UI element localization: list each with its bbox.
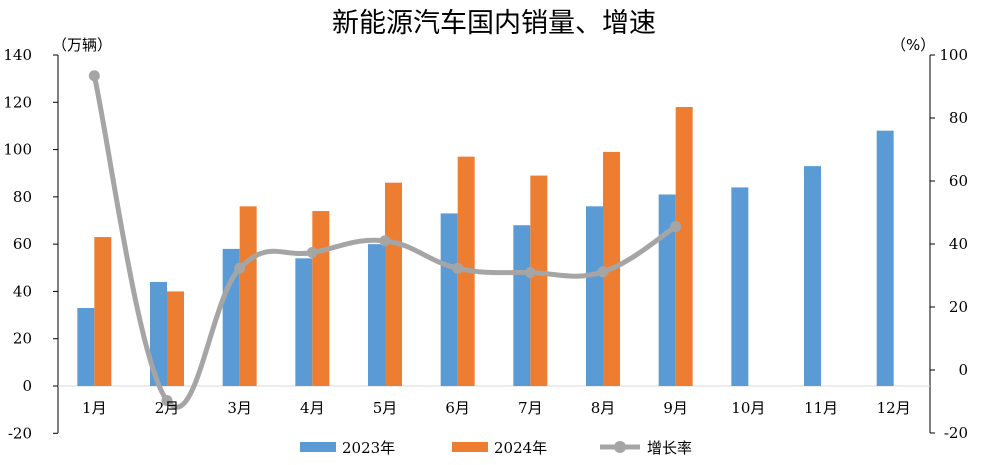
- left-tick-label: 40: [13, 282, 32, 300]
- right-tick-label: 80: [949, 109, 968, 127]
- growth-rate-point: [379, 235, 391, 247]
- category-label: 7月: [518, 399, 543, 417]
- right-tick-label: 100: [939, 46, 968, 64]
- category-label: 2月: [155, 399, 180, 417]
- right-tick-label: -20: [944, 424, 968, 442]
- bars: [77, 107, 894, 386]
- legend-swatch: [300, 442, 336, 452]
- left-tick-label: 80: [13, 188, 32, 206]
- category-label: 6月: [445, 399, 470, 417]
- left-tick-label: 140: [3, 46, 32, 64]
- bar-2024: [675, 107, 693, 386]
- bar-2023: [440, 213, 458, 386]
- growth-line: [88, 70, 682, 410]
- bar-2023: [368, 244, 385, 386]
- growth-rate-point: [161, 395, 173, 407]
- left-tick-label: -20: [8, 424, 32, 442]
- right-tick-label: 60: [949, 172, 968, 190]
- right-tick-label: 0: [958, 361, 968, 379]
- bar-2023: [658, 194, 676, 386]
- growth-rate-point: [88, 70, 100, 82]
- category-label: 5月: [373, 399, 398, 417]
- left-axis-unit: （万辆）: [52, 36, 112, 54]
- bar-2024: [530, 175, 548, 386]
- growth-rate-point: [670, 221, 682, 233]
- bar-2023: [804, 166, 821, 386]
- right-axis-unit: （%）: [891, 36, 935, 54]
- legend-label: 2024年: [494, 439, 547, 457]
- left-tick-label: 0: [22, 377, 32, 395]
- bar-2023: [513, 225, 531, 386]
- growth-rate-point: [452, 262, 464, 274]
- left-tick-label: 100: [3, 141, 32, 159]
- legend-label: 2023年: [342, 439, 395, 457]
- bar-2024: [385, 182, 402, 386]
- bar-2023: [731, 187, 749, 386]
- category-label: 11月: [804, 399, 838, 417]
- category-label: 9月: [663, 399, 688, 417]
- left-tick-label: 120: [3, 93, 32, 111]
- left-tick-label: 60: [13, 235, 32, 253]
- bar-2023: [876, 130, 894, 386]
- growth-rate-point: [524, 267, 536, 279]
- legend-swatch: [452, 442, 488, 452]
- growth-rate-point: [306, 247, 318, 259]
- growth-rate-line: [91, 75, 678, 410]
- bar-2023: [586, 206, 603, 386]
- bar-2023: [77, 307, 95, 386]
- category-labels: 1月 2月 3月 4月 5月 6月 7月 8月 9月 10月 11月 12月: [82, 399, 911, 417]
- bar-2024: [94, 237, 112, 386]
- axes: -20 0 20 40 60 80 100 120 140 -20 0 20 40 60 80 100: [3, 46, 968, 442]
- chart-title: 新能源汽车国内销量、增速: [332, 8, 656, 39]
- category-label: 4月: [300, 399, 325, 417]
- right-tick-label: 20: [949, 298, 968, 316]
- category-label: 10月: [731, 399, 765, 417]
- bar-2024: [239, 206, 257, 386]
- category-label: 8月: [591, 399, 616, 417]
- legend-swatch-marker: [614, 441, 626, 453]
- bar-2023: [222, 248, 240, 386]
- legend-label: 增长率: [647, 439, 692, 457]
- right-tick-label: 40: [949, 235, 968, 253]
- bar-2024: [167, 291, 184, 386]
- growth-rate-point: [234, 262, 246, 274]
- category-label: 3月: [227, 399, 252, 417]
- legend: 2023年 2024年 增长率: [300, 439, 692, 457]
- bar-2024: [312, 211, 330, 386]
- bar-2023: [295, 258, 313, 386]
- bar-2023: [150, 281, 167, 386]
- category-label: 12月: [877, 399, 911, 417]
- left-tick-label: 20: [13, 330, 32, 348]
- category-label: 1月: [82, 399, 107, 417]
- growth-rate-point: [597, 266, 609, 278]
